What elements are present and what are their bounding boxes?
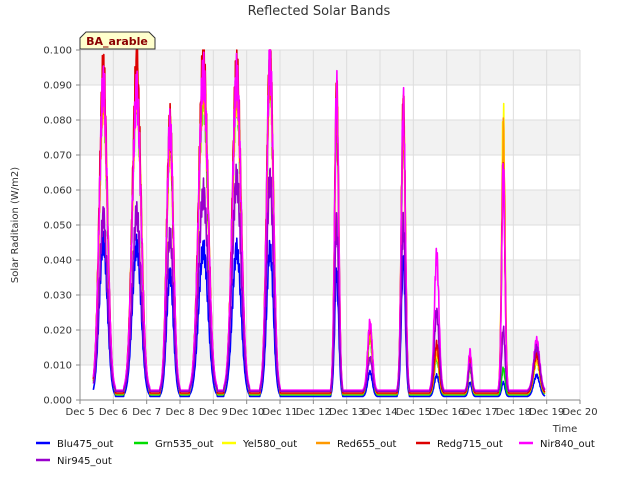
station-label: BA_arable <box>79 31 156 50</box>
legend-label: Yel580_out <box>242 439 297 450</box>
x-tick-label: Dec 15 <box>396 407 431 418</box>
x-tick-label: Dec 17 <box>462 407 497 418</box>
gridlines <box>79 49 581 401</box>
x-tick-label: Dec 18 <box>496 407 531 418</box>
x-tick-label: Dec 14 <box>362 407 397 418</box>
legend-label: Red655_out <box>337 439 397 450</box>
y-tick-label: 0.010 <box>43 361 72 372</box>
x-tick-label: Dec 8 <box>166 407 195 418</box>
x-tick-label: Dec 5 <box>66 407 95 418</box>
plot-band <box>80 260 580 295</box>
x-tick-label: Dec 12 <box>296 407 331 418</box>
y-tick-labels: 0.000 0.010 0.020 0.030 0.040 0.050 0.060 0.070… <box>43 46 80 407</box>
series-line-nir945-out <box>92 163 546 393</box>
series-line-blu475-out <box>92 230 546 398</box>
y-axis-title: Solar Raditaion (W/m2) <box>10 167 21 283</box>
series-lines <box>92 49 546 398</box>
x-tick-label: Dec 6 <box>99 407 128 418</box>
x-tick-label: Dec 20 <box>562 407 597 418</box>
legend-item-nir840-out: Nir840_out <box>519 439 595 450</box>
series-line-nir840-out <box>92 49 546 392</box>
legend-item-yel580-out: Yel580_out <box>222 439 297 450</box>
legend-item-red655-out: Red655_out <box>316 439 397 450</box>
x-tick-label: Dec 11 <box>262 407 297 418</box>
x-tick-label: Dec 10 <box>229 407 264 418</box>
legend-item-nir945-out: Nir945_out <box>36 456 112 467</box>
y-tick-label: 0.090 <box>43 81 72 92</box>
y-tick-label: 0.030 <box>43 291 72 302</box>
x-tick-label: Dec 9 <box>199 407 228 418</box>
y-tick-label: 0.080 <box>43 116 72 127</box>
legend-item-grn535-out: Grn535_out <box>134 439 214 450</box>
legend-label: Blu475_out <box>57 439 114 450</box>
plot-band <box>80 50 580 85</box>
legend-label: Nir840_out <box>540 439 595 450</box>
plot-band <box>80 120 580 155</box>
x-axis-title: Time <box>552 424 577 435</box>
y-tick-label: 0.020 <box>43 326 72 337</box>
legend-item-blu475-out: Blu475_out <box>36 439 114 450</box>
x-tick-label: Dec 7 <box>132 407 161 418</box>
y-tick-label: 0.050 <box>43 221 72 232</box>
plot-bands <box>80 50 580 365</box>
y-tick-label: 0.070 <box>43 151 72 162</box>
station-label-box <box>79 31 156 50</box>
x-tick-label: Dec 19 <box>529 407 564 418</box>
y-tick-label: 0.000 <box>43 396 72 407</box>
y-tick-label: 0.040 <box>43 256 72 267</box>
legend-label: Grn535_out <box>155 439 214 450</box>
x-tick-label: Dec 16 <box>429 407 464 418</box>
legend: Blu475_out Grn535_out Yel580_out Red655_out… <box>36 439 595 467</box>
legend-label: Redg715_out <box>437 439 503 450</box>
legend-label: Nir945_out <box>57 456 112 467</box>
legend-item-redg715-out: Redg715_out <box>416 439 503 450</box>
chart-title: Reflected Solar Bands <box>248 4 391 19</box>
station-label-text: BA_arable <box>86 35 148 48</box>
y-tick-label: 0.100 <box>43 46 72 57</box>
y-tick-label: 0.060 <box>43 186 72 197</box>
plot-band <box>80 190 580 225</box>
x-tick-label: Dec 13 <box>329 407 364 418</box>
